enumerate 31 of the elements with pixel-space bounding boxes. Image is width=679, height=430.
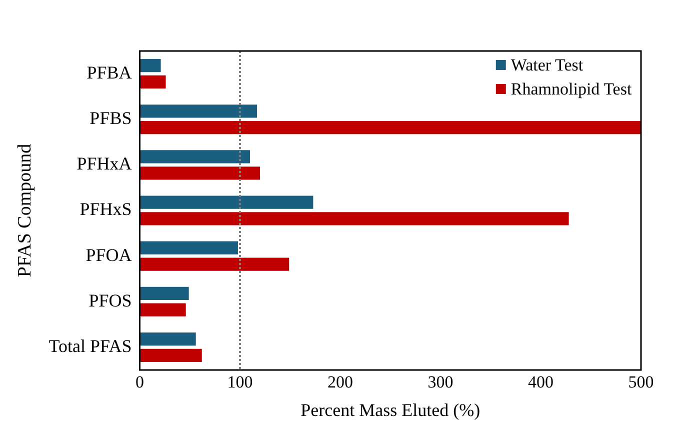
bar xyxy=(140,286,189,300)
x-tick-label: 100 xyxy=(227,372,253,392)
x-tick-label: 400 xyxy=(528,372,554,392)
y-tick-label: PFBS xyxy=(90,108,132,128)
bar xyxy=(140,332,196,346)
bar xyxy=(140,348,202,362)
bar xyxy=(140,150,250,164)
bar xyxy=(140,241,238,254)
y-axis-title: PFAS Compound xyxy=(14,143,36,278)
bar xyxy=(140,212,569,226)
bar xyxy=(140,75,166,89)
x-tick-label: 300 xyxy=(428,372,454,392)
y-tick-label: Total PFAS xyxy=(48,336,132,356)
y-tick-label: PFOS xyxy=(88,290,132,310)
x-tick-label: 200 xyxy=(327,372,353,392)
x-axis-title: Percent Mass Eluted (%) xyxy=(300,400,480,420)
y-tick-label: PFBA xyxy=(86,62,132,83)
bar xyxy=(140,166,260,180)
legend-label: Rhamnolipid Test xyxy=(510,79,632,98)
bar xyxy=(140,258,290,271)
bar xyxy=(140,59,161,72)
y-tick-label: PFHxS xyxy=(80,199,132,220)
y-tick-label: PFOA xyxy=(86,244,132,265)
legend-label: Water Test xyxy=(510,55,584,74)
x-tick-label: 0 xyxy=(135,372,144,392)
bar xyxy=(140,104,258,118)
y-tick-label: PFHxA xyxy=(76,154,132,174)
bar xyxy=(140,303,186,316)
bar xyxy=(140,121,641,134)
x-tick-label: 500 xyxy=(628,372,654,392)
bar xyxy=(140,196,314,209)
